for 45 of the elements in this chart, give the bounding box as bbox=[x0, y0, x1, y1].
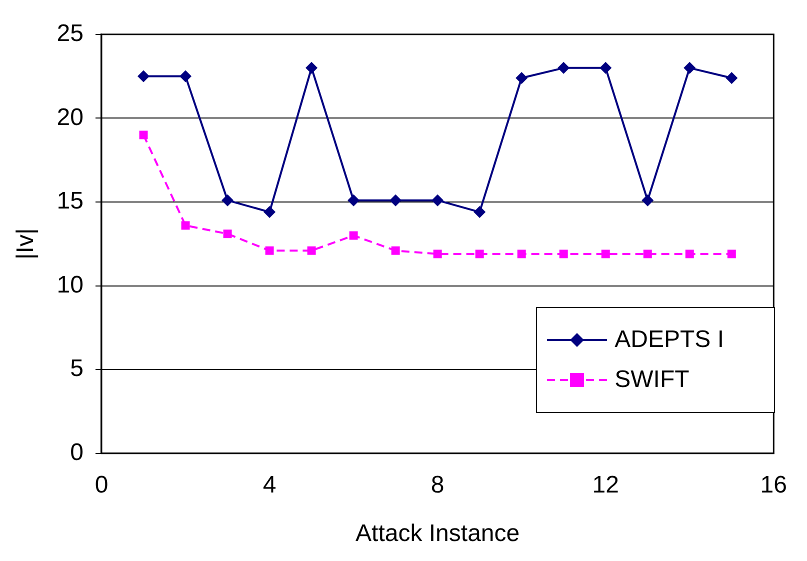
y-tick-label: 25 bbox=[56, 20, 84, 48]
point bbox=[516, 72, 528, 84]
point bbox=[433, 250, 442, 258]
point bbox=[222, 194, 234, 206]
y-tick-label: 10 bbox=[56, 271, 84, 298]
x-axis-title: Attack Instance bbox=[356, 520, 520, 548]
x-tick-label: 4 bbox=[262, 471, 276, 498]
point bbox=[685, 250, 694, 258]
point bbox=[306, 62, 318, 74]
x-tick-label: 0 bbox=[94, 471, 108, 498]
y-tick-label: 5 bbox=[70, 355, 84, 382]
legend-label: ADEPTS I bbox=[614, 325, 724, 355]
point bbox=[390, 194, 402, 206]
point bbox=[600, 62, 612, 74]
x-tick-label: 8 bbox=[430, 471, 444, 498]
point bbox=[349, 231, 358, 240]
point bbox=[138, 70, 150, 82]
x-tick-label: 16 bbox=[760, 471, 788, 498]
y-tick-label: 0 bbox=[70, 439, 84, 466]
point bbox=[727, 250, 736, 258]
point bbox=[139, 130, 148, 140]
y-axis-title: |Iv| bbox=[12, 228, 40, 260]
point bbox=[558, 62, 570, 74]
point bbox=[559, 250, 568, 258]
point bbox=[348, 194, 360, 206]
x-tick-label: 12 bbox=[592, 471, 619, 498]
point bbox=[264, 206, 276, 218]
point bbox=[474, 206, 486, 218]
point bbox=[517, 250, 526, 258]
point bbox=[601, 250, 610, 258]
y-tick-label: 20 bbox=[56, 104, 84, 131]
point bbox=[391, 246, 400, 255]
point bbox=[642, 194, 654, 206]
point bbox=[307, 246, 316, 255]
legend-label: SWIFT bbox=[614, 365, 690, 395]
point bbox=[726, 72, 738, 84]
point bbox=[643, 250, 652, 258]
y-tick-label: 15 bbox=[56, 188, 84, 215]
point bbox=[432, 194, 444, 206]
point bbox=[180, 70, 192, 82]
point bbox=[181, 221, 190, 230]
point bbox=[265, 246, 274, 255]
point bbox=[684, 62, 696, 74]
point bbox=[223, 230, 232, 238]
point bbox=[475, 250, 484, 258]
